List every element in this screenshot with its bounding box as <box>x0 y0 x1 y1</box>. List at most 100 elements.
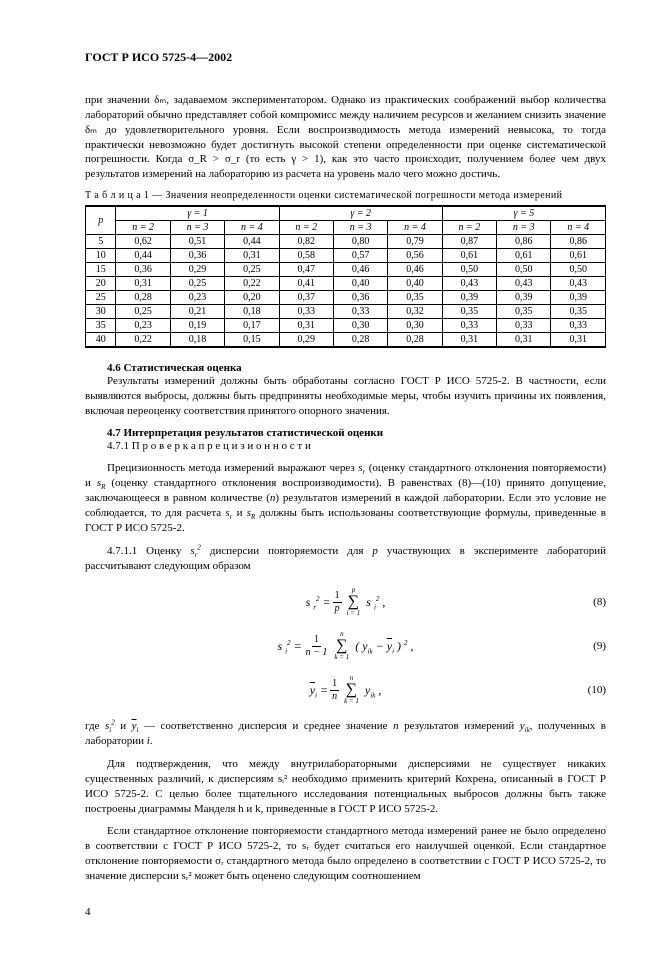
table-cell: 0,31 <box>497 333 551 348</box>
gamma-5: γ = 5 <box>442 206 605 221</box>
table-cell: 0,50 <box>497 263 551 277</box>
sec-471-sub: 4.7.1 П р о в е р к а п р е ц и з и о н … <box>85 439 606 454</box>
t: дисперсии повторяемости для <box>201 545 372 557</box>
table-cell: 0,82 <box>279 235 333 249</box>
n-header: n = 3 <box>497 221 551 235</box>
where-text: где si2 и yi — соответственно дисперсия … <box>85 719 606 749</box>
t: 4.7.1.1 Оценку <box>107 545 190 557</box>
page-number: 4 <box>85 906 606 918</box>
table-cell-p: 25 <box>86 291 116 305</box>
eqnum: (9) <box>593 640 606 652</box>
table-cell-p: 20 <box>86 277 116 291</box>
table-cell-p: 15 <box>86 263 116 277</box>
table-cell: 0,80 <box>333 235 387 249</box>
table-cell: 0,33 <box>497 319 551 333</box>
table-cell: 0,44 <box>116 249 170 263</box>
table-cell-p: 35 <box>86 319 116 333</box>
table-cell: 0,23 <box>116 319 170 333</box>
t: Прецизионность метода измерений выражают… <box>107 462 358 474</box>
table-cell: 0,32 <box>388 305 442 319</box>
table-cell: 0,50 <box>442 263 496 277</box>
table-cell: 0,29 <box>279 333 333 348</box>
col-p: p <box>86 206 116 235</box>
table-cell-p: 10 <box>86 249 116 263</box>
gamma-1: γ = 1 <box>116 206 279 221</box>
table-cell: 0,20 <box>225 291 279 305</box>
table-cell-p: 5 <box>86 235 116 249</box>
table-cell: 0,22 <box>116 333 170 348</box>
table-cell: 0,50 <box>551 263 606 277</box>
t: и <box>115 720 132 732</box>
table-cell: 0,46 <box>333 263 387 277</box>
table-cell: 0,87 <box>442 235 496 249</box>
doc-header: ГОСТ Р ИСО 5725-4—2002 <box>85 50 606 65</box>
table-cell: 0,30 <box>333 319 387 333</box>
table-cell: 0,39 <box>442 291 496 305</box>
table-cell: 0,39 <box>551 291 606 305</box>
sec-46-title: 4.6 Статистическая оценка <box>85 362 606 374</box>
sec-4711: 4.7.1.1 Оценку sr2 дисперсии повторяемос… <box>85 544 606 574</box>
table-cell: 0,31 <box>551 333 606 348</box>
table-caption: Т а б л и ц а 1 — Значения неопределенно… <box>85 190 606 201</box>
sec-471-text: Прецизионность метода измерений выражают… <box>85 461 606 535</box>
para-cochran: Для подтверждения, что между внутрилабор… <box>85 757 606 816</box>
n-header: n = 2 <box>116 221 170 235</box>
table-cell-p: 40 <box>86 333 116 348</box>
table-cell: 0,25 <box>116 305 170 319</box>
n-header: n = 4 <box>551 221 606 235</box>
table-cell: 0,21 <box>170 305 224 319</box>
table-cell: 0,23 <box>170 291 224 305</box>
table-cell: 0,33 <box>333 305 387 319</box>
table-cell: 0,36 <box>333 291 387 305</box>
n-header: n = 3 <box>333 221 387 235</box>
table-cell: 0,35 <box>497 305 551 319</box>
table-cell: 0,25 <box>225 263 279 277</box>
para-intro: при значении δₘ, задаваемом эксперимента… <box>85 93 606 182</box>
n-header: n = 4 <box>388 221 442 235</box>
table-cell: 0,28 <box>116 291 170 305</box>
table-cell: 0,28 <box>388 333 442 348</box>
n-header: n = 4 <box>225 221 279 235</box>
t: и <box>232 507 246 519</box>
table-cell: 0,22 <box>225 277 279 291</box>
table-cell: 0,33 <box>551 319 606 333</box>
table-cell: 0,62 <box>116 235 170 249</box>
eqnum: (10) <box>588 684 606 696</box>
table-cell: 0,41 <box>279 277 333 291</box>
table-cell: 0,44 <box>225 235 279 249</box>
table-cell: 0,15 <box>225 333 279 348</box>
table-cell: 0,33 <box>442 319 496 333</box>
table-cell: 0,29 <box>170 263 224 277</box>
table-cell: 0,61 <box>442 249 496 263</box>
table-cell: 0,51 <box>170 235 224 249</box>
gamma-2: γ = 2 <box>279 206 442 221</box>
table-cell: 0,43 <box>551 277 606 291</box>
table-cell: 0,47 <box>279 263 333 277</box>
table-cell: 0,86 <box>497 235 551 249</box>
table-cell: 0,43 <box>497 277 551 291</box>
table-cell: 0,28 <box>333 333 387 348</box>
para-sr: Если стандартное отклонение повторяемост… <box>85 824 606 883</box>
n-header: n = 2 <box>279 221 333 235</box>
table-cell: 0,36 <box>170 249 224 263</box>
sec-47-title: 4.7 Интерпретация результатов статистиче… <box>85 427 606 439</box>
table-cell: 0,35 <box>388 291 442 305</box>
table-cell: 0,57 <box>333 249 387 263</box>
n-header: n = 3 <box>170 221 224 235</box>
equation-9: s i2 = 1n − 1 n∑k = 1 ( yik − yi ) 2 , (… <box>85 631 606 661</box>
table-cell: 0,43 <box>442 277 496 291</box>
n-header: n = 2 <box>442 221 496 235</box>
table-cell: 0,40 <box>388 277 442 291</box>
table-cell: 0,18 <box>170 333 224 348</box>
equation-8: s r2 = 1p p∑i = 1 s i2 , (8) <box>85 587 606 617</box>
table-cell: 0,19 <box>170 319 224 333</box>
t: где <box>85 720 105 732</box>
table-cell-p: 30 <box>86 305 116 319</box>
uncertainty-table: p γ = 1 γ = 2 γ = 5 n = 2 n = 3 n = 4 n … <box>85 205 606 348</box>
table-cell: 0,79 <box>388 235 442 249</box>
table-cell: 0,31 <box>279 319 333 333</box>
table-cell: 0,36 <box>116 263 170 277</box>
table-cell: 0,35 <box>551 305 606 319</box>
eqnum: (8) <box>593 596 606 608</box>
table-cell: 0,31 <box>116 277 170 291</box>
